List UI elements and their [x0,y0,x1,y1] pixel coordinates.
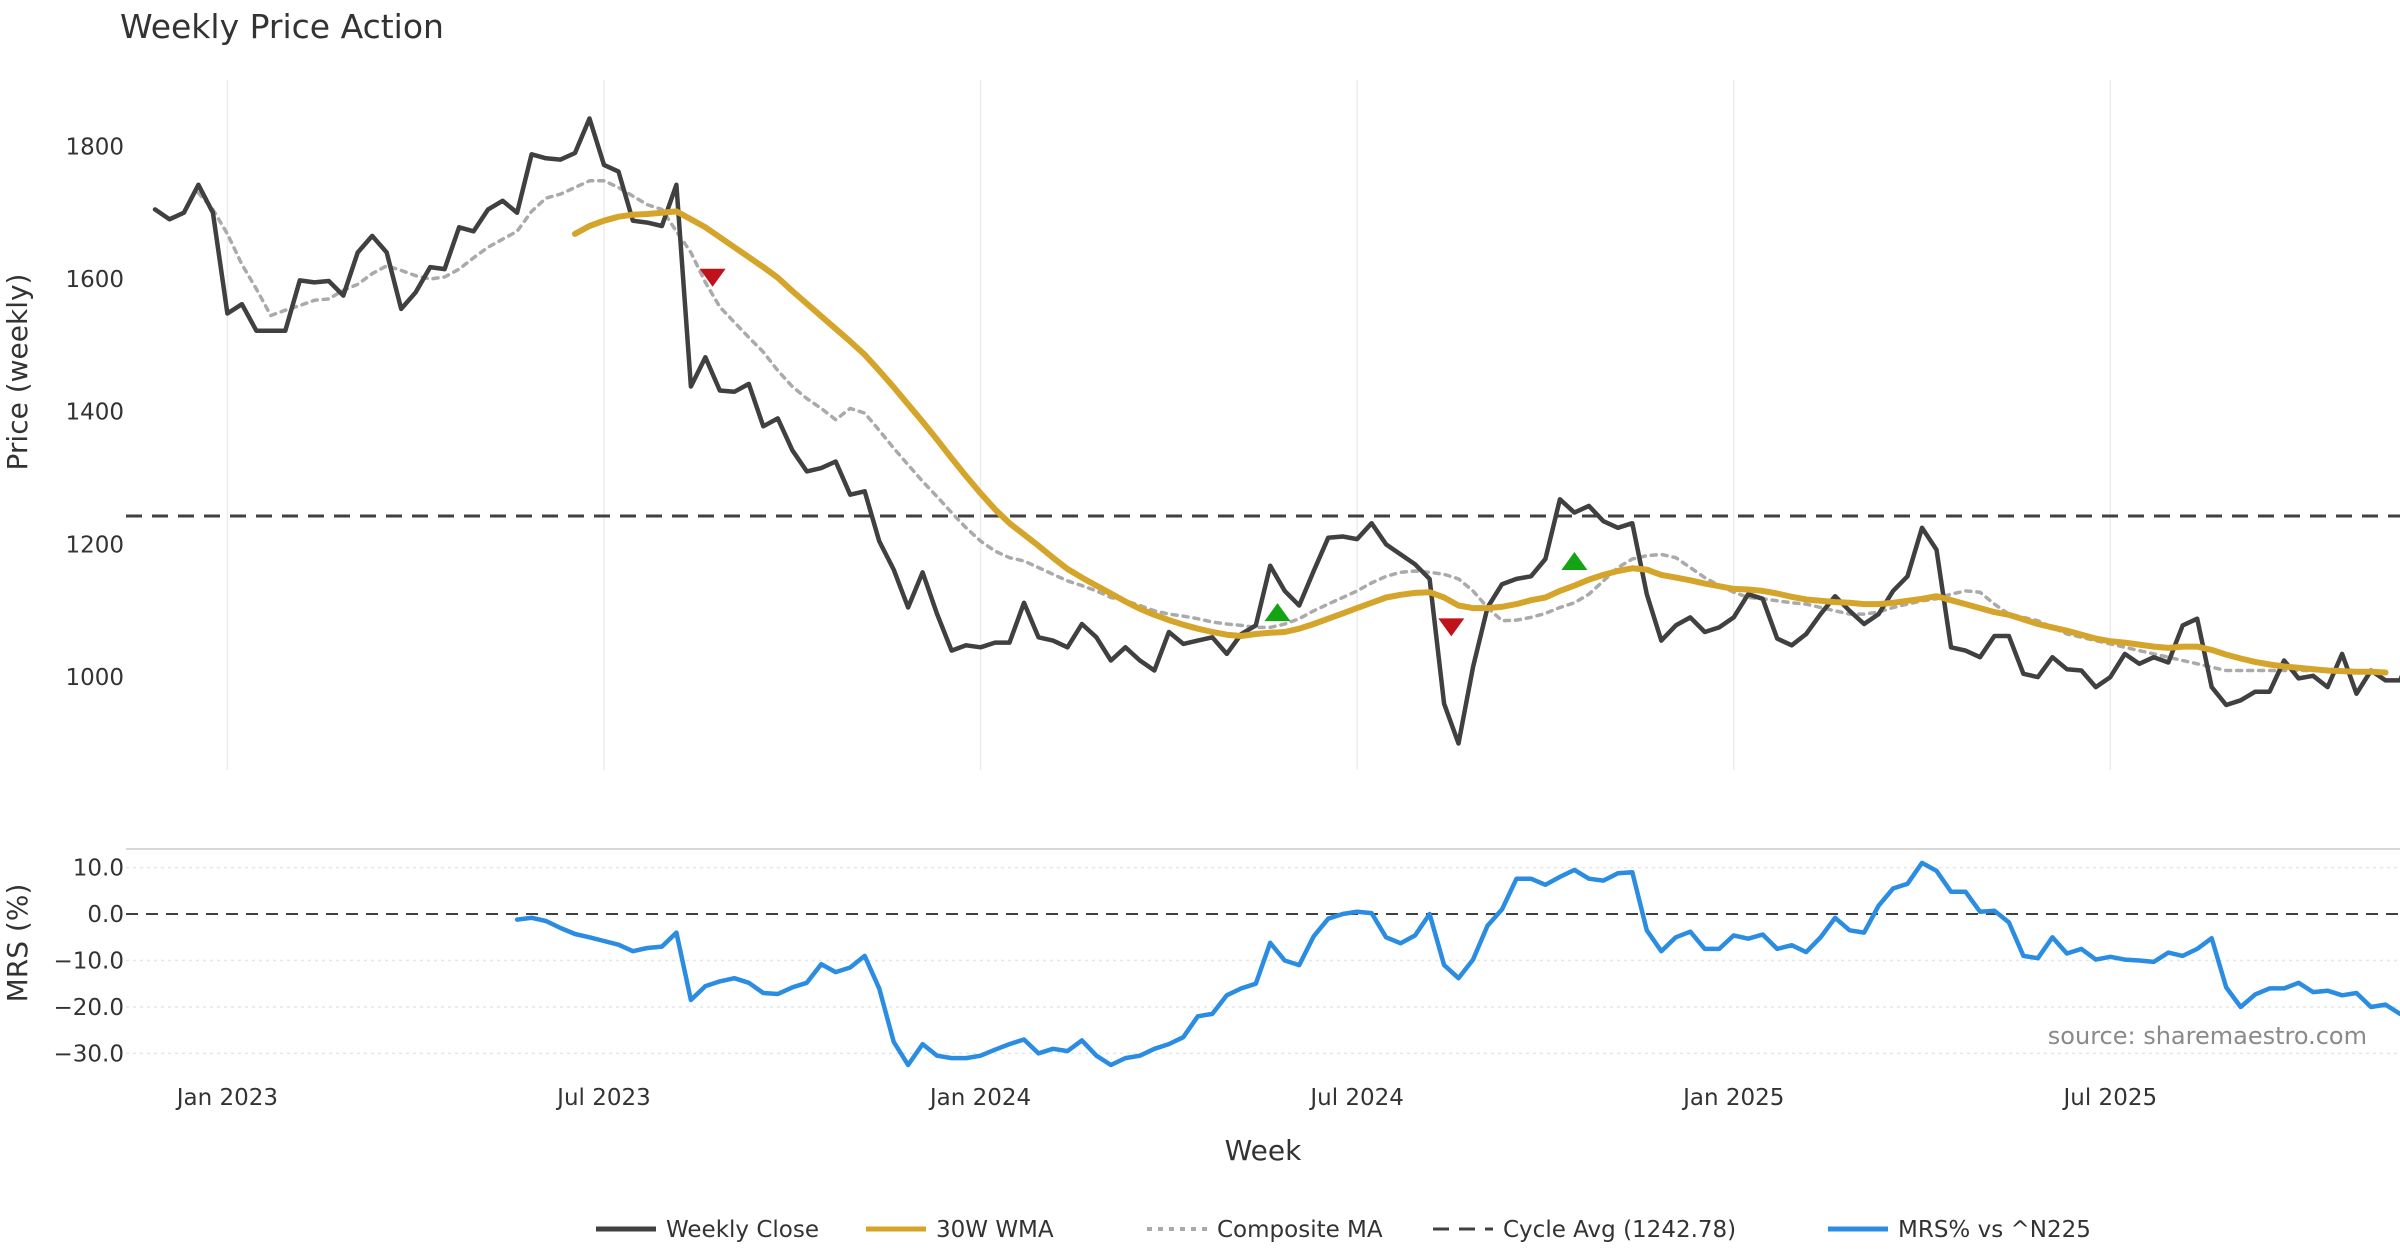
price-y-tick-label: 1800 [65,134,124,160]
sell-signal-marker [1438,618,1465,637]
mrs-line [514,860,2400,1068]
price-y-tick-label: 1400 [65,400,124,426]
legend-label: MRS% vs ^N225 [1898,1217,2091,1243]
legend-label: Cycle Avg (1242.78) [1503,1217,1736,1243]
x-tick-label: Jul 2023 [555,1085,651,1111]
mrs-panel: 10.0 0.0 −10.0 −20.0 −30.0 MRS (%) source: s… [1,848,2400,1068]
x-tick-labels: Jan 2023 Jul 2023 Jan 2024 Jul 2024 Jan 2025… [175,1085,2157,1111]
sell-signal-marker [699,268,726,287]
legend-entry: Composite MA [1147,1217,1383,1243]
x-tick-label: Jan 2025 [1681,1085,1784,1111]
x-axis-label: Week [1225,1134,1302,1167]
legend-entry: Weekly Close [596,1217,819,1243]
x-tick-label: Jan 2023 [175,1085,278,1111]
mrs-series [514,860,2400,1068]
x-tick-label: Jul 2024 [1308,1085,1404,1111]
legend-entry: MRS% vs ^N225 [1828,1217,2091,1243]
mrs-y-tick-label: −10.0 [54,949,124,975]
mrs-y-tick-label: −20.0 [54,995,124,1021]
legend-label: 30W WMA [936,1217,1054,1243]
price-y-tick-labels: 1000 1200 1400 1600 1800 [65,134,124,691]
legend-entry: 30W WMA [866,1217,1054,1243]
price-y-tick-label: 1000 [65,665,124,691]
price-y-tick-label: 1600 [65,267,124,293]
price-y-axis-label: Price (weekly) [1,274,34,471]
buy-signal-marker [1264,603,1291,622]
signal-markers [699,268,1588,637]
wma-30w-line [572,208,2389,676]
mrs-y-tick-labels: 10.0 0.0 −10.0 −20.0 −30.0 [54,856,124,1068]
weekly-close-line [152,116,2400,746]
x-tick-label: Jul 2025 [2062,1085,2158,1111]
legend-entry: Cycle Avg (1242.78) [1433,1217,1736,1243]
x-tick-label: Jan 2024 [928,1085,1031,1111]
price-y-tick-label: 1200 [65,532,124,558]
mrs-y-axis-label: MRS (%) [1,884,34,1003]
legend: Weekly Close 30W WMA Composite MA Cycle Avg… [596,1217,2091,1243]
composite-ma-line [196,179,2344,673]
mrs-y-tick-label: −30.0 [54,1041,124,1067]
price-panel: 1000 1200 1400 1600 1800 Price (weekly) [1,80,2400,770]
chart-title: Weekly Price Action [120,7,444,46]
mrs-y-tick-label: 0.0 [87,902,124,928]
price-series [152,116,2400,746]
legend-label: Composite MA [1217,1217,1383,1243]
legend-label: Weekly Close [666,1217,819,1243]
mrs-y-tick-label: 10.0 [73,856,124,882]
buy-signal-marker [1561,552,1588,571]
source-credit: source: sharemaestro.com [2048,1022,2367,1050]
price-x-gridlines [226,80,2112,770]
